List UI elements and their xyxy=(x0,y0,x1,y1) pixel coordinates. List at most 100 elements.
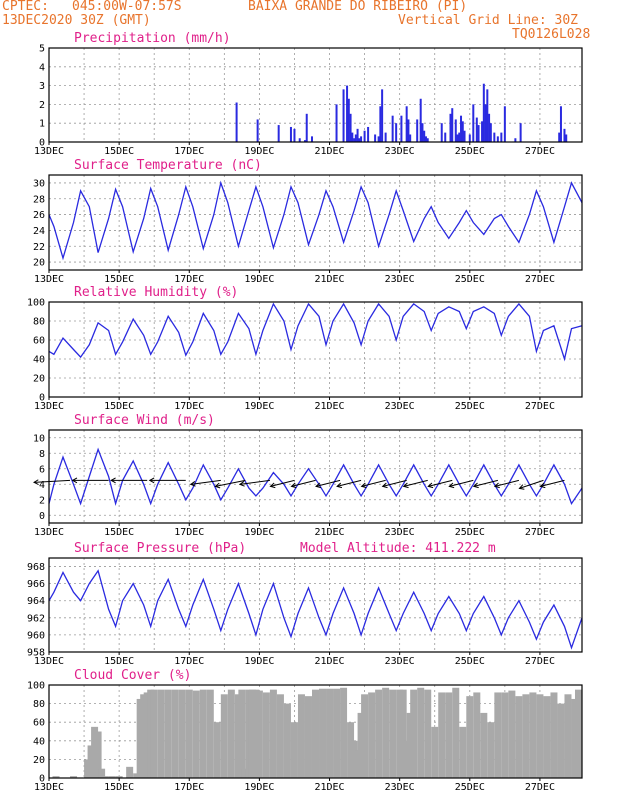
cloud-cover-bar xyxy=(550,692,558,778)
precipitation-xtick-label: 27DEC xyxy=(525,146,555,157)
cloud-cover-bar xyxy=(101,776,109,778)
cloud-cover-bar xyxy=(108,776,116,778)
cloud-cover-ytick-label: 20 xyxy=(33,755,45,766)
cloud-cover-ytick-label: 100 xyxy=(27,681,45,692)
wind-wind-arrowhead xyxy=(148,477,155,484)
precipitation-bar xyxy=(374,134,377,142)
wind-wind-arrow xyxy=(403,479,428,487)
pressure-annotation: Model Altitude: 411.222 m xyxy=(300,541,496,556)
precipitation-bar xyxy=(482,83,485,142)
cloud-cover-bar xyxy=(543,696,551,778)
precipitation-frame xyxy=(48,47,583,143)
wind-xtick-label: 23DEC xyxy=(385,527,415,538)
precipitation-bar xyxy=(384,132,387,142)
temperature-frame xyxy=(48,174,583,271)
wind-wind-arrow xyxy=(315,479,341,487)
wind-wind-arrow xyxy=(215,479,246,487)
cloud-cover-bar xyxy=(91,726,99,778)
temperature-xtick-label: 15DEC xyxy=(104,274,134,285)
precipitation-bar xyxy=(256,119,259,142)
precipitation-bar xyxy=(305,113,308,142)
humidity-ytick-label: 60 xyxy=(33,336,45,347)
precipitation-bar xyxy=(303,140,306,142)
cloud-cover-xtick-label: 19DEC xyxy=(244,782,274,793)
cloud-cover-xtick-label: 25DEC xyxy=(455,782,485,793)
precipitation-bar xyxy=(559,106,562,142)
wind-wind-arrowhead xyxy=(315,482,322,489)
precipitation-bar xyxy=(496,136,499,142)
cloud-cover-bar xyxy=(312,689,319,778)
pressure-ytick-label: 960 xyxy=(27,630,45,641)
cloud-cover-bar xyxy=(494,692,502,778)
cloud-cover-title: Cloud Cover (%) xyxy=(74,668,191,683)
precipitation-bar xyxy=(486,89,489,142)
temperature-title: Surface Temperature (nC) xyxy=(74,158,262,173)
wind-wind-arrow xyxy=(34,479,71,483)
pressure-ytick-label: 958 xyxy=(27,648,45,659)
cloud-cover-bar xyxy=(150,689,158,778)
precipitation-bar xyxy=(235,102,238,142)
cloud-cover-bar xyxy=(333,688,341,778)
cloud-cover-bar xyxy=(255,690,263,778)
cloud-cover-bar xyxy=(361,694,369,778)
cloud-cover-bar xyxy=(84,759,92,778)
precipitation-bar xyxy=(349,113,352,142)
cloud-cover-bar xyxy=(564,694,572,778)
temperature-xtick-label: 21DEC xyxy=(314,274,344,285)
wind-series-line xyxy=(48,447,583,507)
precipitation-xtick-label: 19DEC xyxy=(244,146,274,157)
precipitation-bar xyxy=(454,119,457,142)
precipitation-xtick-label: 15DEC xyxy=(104,146,134,157)
cloud-cover-bar xyxy=(178,689,186,778)
cloud-cover-bar xyxy=(206,689,214,778)
pressure-ytick-label: 964 xyxy=(27,596,45,607)
header-date: 13DEC2020 30Z (GMT) xyxy=(2,13,151,28)
precipitation-bar xyxy=(558,132,561,142)
cloud-cover-bar xyxy=(515,696,523,778)
wind-wind-arrowhead xyxy=(336,482,343,489)
cloud-cover-bar xyxy=(529,692,537,778)
cloud-cover-bar xyxy=(238,689,246,778)
cloud-cover-bar xyxy=(350,740,358,778)
cloud-cover-ytick-label: 40 xyxy=(33,736,45,747)
cloud-cover-bar xyxy=(389,689,397,778)
cloud-cover-xtick-label: 21DEC xyxy=(314,782,344,793)
cloud-cover-bar xyxy=(319,688,327,778)
cloud-cover-bar xyxy=(290,722,298,778)
humidity-ytick-label: 100 xyxy=(27,298,45,309)
wind-xtick-label: 27DEC xyxy=(525,527,555,538)
precipitation-bar xyxy=(481,121,484,142)
cloud-cover-bar xyxy=(87,745,95,778)
cloud-cover-bar xyxy=(126,766,134,778)
precipitation-bar xyxy=(489,123,492,142)
wind-wind-arrow xyxy=(270,479,295,487)
humidity-title: Relative Humidity (%) xyxy=(74,285,238,300)
precipitation-bar xyxy=(460,115,463,142)
cloud-cover-bar xyxy=(473,692,481,778)
cloud-cover-bar xyxy=(536,694,544,778)
temperature-xtick-label: 17DEC xyxy=(174,274,204,285)
precipitation-bar xyxy=(358,138,361,142)
precipitation-xtick-label: 17DEC xyxy=(174,146,204,157)
wind-wind-arrow xyxy=(336,479,362,487)
precipitation-xtick-label: 13DEC xyxy=(34,146,64,157)
cloud-cover-bar xyxy=(140,694,148,778)
cloud-cover-bar xyxy=(133,773,141,778)
precipitation-bar xyxy=(395,123,398,142)
cloud-cover-bar xyxy=(157,689,165,778)
precipitation-bar xyxy=(426,138,429,142)
cloud-cover-xtick-label: 27DEC xyxy=(525,782,555,793)
precipitation-bar xyxy=(423,130,426,142)
temperature-xtick-label: 27DEC xyxy=(525,274,555,285)
cloud-cover-xtick-label: 17DEC xyxy=(174,782,204,793)
cloud-cover-bar xyxy=(375,689,383,778)
wind-wind-arrowhead xyxy=(381,482,388,489)
temperature-ytick-label: 20 xyxy=(33,258,45,269)
cloud-cover-bar xyxy=(459,726,467,778)
wind-ytick-label: 4 xyxy=(39,480,45,491)
cloud-cover-bar xyxy=(171,689,179,778)
precipitation-xtick-label: 21DEC xyxy=(314,146,344,157)
precipitation-ytick-label: 0 xyxy=(39,138,45,149)
precipitation-bar xyxy=(463,130,466,142)
